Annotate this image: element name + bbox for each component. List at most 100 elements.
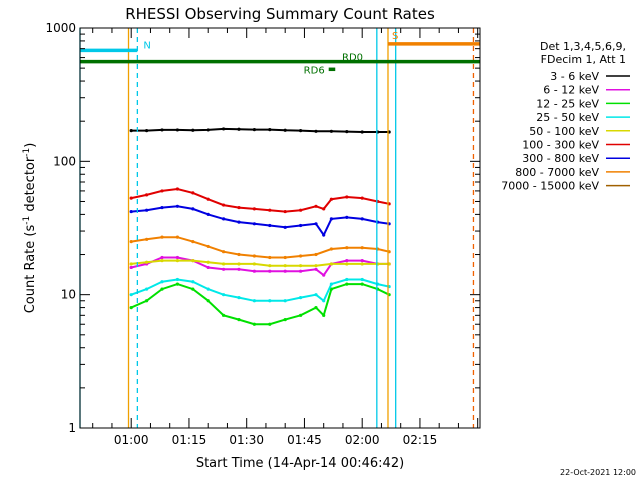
data-point	[145, 237, 149, 241]
data-point	[145, 299, 149, 303]
data-point	[160, 259, 164, 263]
y-tick-label: 10	[61, 288, 76, 302]
data-point	[160, 255, 164, 260]
data-point	[175, 204, 180, 208]
data-point	[268, 299, 272, 303]
legend-entry-label: 50 - 100 keV	[529, 125, 599, 138]
data-point	[206, 260, 210, 264]
data-point	[360, 196, 364, 200]
data-point	[160, 189, 164, 193]
data-point	[252, 299, 256, 303]
data-point	[322, 273, 326, 277]
data-point	[237, 127, 241, 131]
data-point	[145, 193, 149, 197]
data-point	[298, 296, 303, 300]
x-tick-label: 02:00	[345, 433, 380, 447]
data-point	[252, 262, 256, 266]
data-point	[129, 209, 133, 214]
data-point	[268, 223, 272, 228]
data-point	[268, 264, 272, 268]
data-point	[175, 187, 180, 191]
data-point	[268, 322, 272, 326]
data-point	[283, 128, 287, 132]
x-tick-label: 01:15	[172, 433, 207, 447]
data-point	[298, 269, 303, 273]
data-point	[345, 195, 349, 199]
data-point	[129, 293, 133, 297]
data-point	[283, 255, 287, 260]
series-line	[131, 127, 390, 133]
data-point	[145, 287, 149, 291]
data-point	[191, 128, 195, 132]
data-point	[206, 299, 210, 303]
data-point	[314, 293, 318, 297]
data-point	[237, 220, 241, 224]
legend-entry-label: 800 - 7000 keV	[515, 166, 599, 179]
data-point	[298, 313, 303, 317]
data-point	[360, 130, 364, 134]
data-point	[175, 128, 180, 132]
data-point	[160, 280, 164, 284]
legend: Det 1,3,4,5,6,9,FDecim 1, Att 1 3 - 6 keV…	[501, 40, 630, 193]
data-point	[322, 207, 326, 211]
data-point	[345, 130, 349, 134]
data-point	[145, 260, 149, 264]
data-point	[175, 235, 180, 239]
data-point	[322, 313, 326, 317]
data-point	[298, 223, 303, 228]
data-point	[314, 204, 318, 208]
data-point	[314, 264, 318, 268]
data-point	[252, 127, 256, 132]
data-point	[252, 222, 256, 226]
data-point	[283, 318, 287, 322]
data-point	[160, 205, 164, 210]
data-point	[191, 287, 195, 291]
data-point	[268, 208, 272, 212]
data-point	[129, 265, 133, 270]
annotation-label: RD6	[304, 65, 325, 76]
series-line	[131, 236, 390, 259]
data-point	[221, 127, 226, 131]
data-point	[237, 318, 241, 322]
legend-entry-label: 25 - 50 keV	[536, 111, 599, 124]
data-point	[360, 282, 364, 286]
data-point	[314, 129, 318, 133]
data-point	[283, 264, 287, 268]
data-point	[175, 259, 180, 263]
y-axis-label-part: Count Rate (s	[23, 225, 38, 314]
x-tick-label: 01:30	[229, 433, 264, 447]
data-point	[298, 254, 303, 258]
data-point	[314, 267, 318, 271]
data-point	[329, 287, 333, 291]
data-point	[252, 269, 256, 273]
data-point	[206, 212, 210, 216]
data-point	[283, 269, 287, 273]
annotation-label: S	[392, 31, 398, 42]
data-point	[191, 280, 195, 284]
x-tick-label: 01:45	[287, 433, 322, 447]
x-axis: 01:00 01:15 01:30 01:45 02:00 02:15	[92, 28, 479, 447]
data-point	[268, 255, 272, 260]
data-point	[283, 209, 287, 214]
data-point	[268, 269, 272, 273]
data-point	[329, 217, 333, 221]
data-point	[160, 287, 164, 291]
data-point	[360, 246, 364, 250]
data-point	[345, 246, 349, 250]
data-point	[314, 305, 318, 310]
data-point	[129, 262, 133, 266]
x-tick-label: 01:00	[114, 433, 149, 447]
legend-entry-label: 6 - 12 keV	[543, 84, 599, 97]
data-point	[191, 191, 195, 195]
data-point	[345, 282, 349, 286]
legend-title: Det 1,3,4,5,6,9,	[540, 40, 626, 53]
data-point	[322, 233, 326, 237]
data-point	[129, 196, 133, 200]
data-point	[322, 299, 326, 303]
plot-frame	[79, 27, 481, 429]
y-tick-label: 100	[53, 154, 76, 168]
data-point	[252, 322, 256, 326]
data-point	[206, 197, 210, 201]
data-point	[129, 305, 133, 310]
